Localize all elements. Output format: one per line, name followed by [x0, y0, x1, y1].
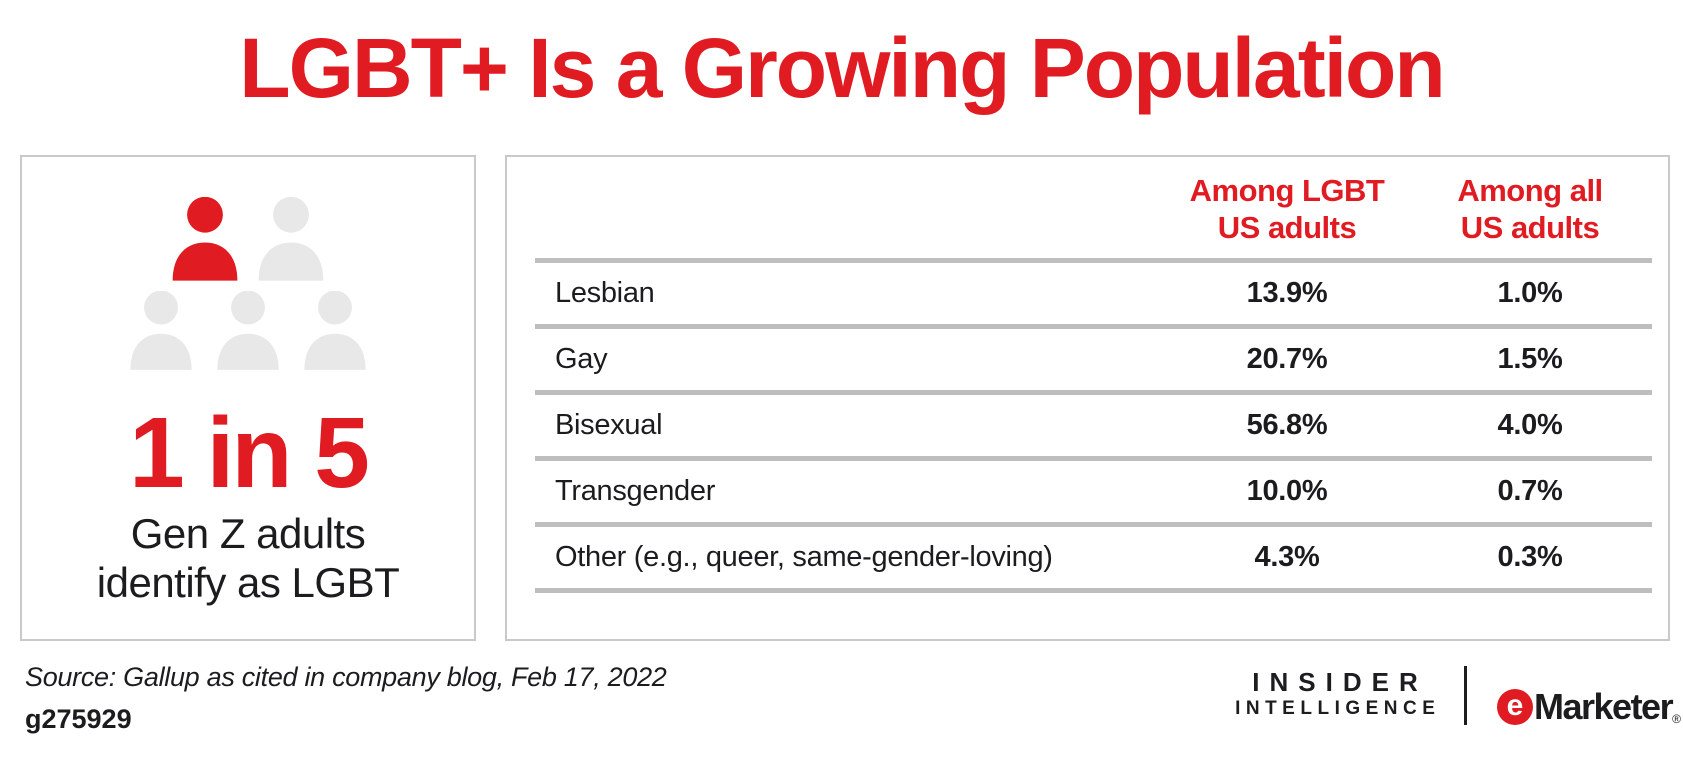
column-header-among-all: Among all US adults [1457, 173, 1603, 245]
people-icon-group [22, 197, 474, 370]
column-header-among-lgbt: Among LGBT US adults [1189, 173, 1385, 245]
row-value-among-lgbt: 4.3% [1254, 541, 1320, 573]
stat-panel: 1 in 5 Gen Z adults identify as LGBT [20, 155, 476, 641]
table-row: Lesbian 13.9% 1.0% [535, 263, 1652, 329]
table-row: Bisexual 56.8% 4.0% [535, 395, 1652, 461]
row-value-among-all: 4.0% [1497, 409, 1563, 441]
row-value-among-lgbt: 56.8% [1246, 409, 1328, 441]
page-title: LGBT+ Is a Growing Population [239, 21, 1445, 115]
stat-caption: Gen Z adults identify as LGBT [22, 509, 474, 607]
people-icon-row-bottom [22, 291, 474, 370]
person-icon-highlighted [168, 197, 242, 281]
emarketer-logo: e Marketer ® [1497, 686, 1681, 728]
stat-value: 1 in 5 [129, 397, 370, 509]
row-label: Lesbian [555, 277, 655, 309]
row-value-among-all: 0.7% [1497, 475, 1563, 507]
table-row: Gay 20.7% 1.5% [535, 329, 1652, 395]
row-value-among-lgbt: 20.7% [1246, 343, 1328, 375]
person-icon [300, 291, 370, 370]
data-table-panel: Among LGBT US adults Among all US adults… [505, 155, 1670, 641]
row-value-among-all: 1.5% [1497, 343, 1563, 375]
insider-logo-line2: INTELLIGENCE [1235, 698, 1441, 719]
stat-caption-line2: identify as LGBT [96, 559, 400, 606]
table-row: Transgender 10.0% 0.7% [535, 461, 1652, 527]
insider-intelligence-logo: INSIDER INTELLIGENCE [1226, 667, 1444, 721]
table-header-row: Among LGBT US adults Among all US adults [535, 157, 1652, 263]
emarketer-logo-text: Marketer [1534, 686, 1674, 727]
person-icon [254, 197, 328, 281]
row-label: Gay [555, 343, 608, 375]
emarketer-e-icon: e [1497, 689, 1533, 725]
person-icon [126, 291, 196, 370]
row-value-among-all: 1.0% [1497, 277, 1563, 309]
chart-id: g275929 [25, 704, 132, 734]
row-value-among-lgbt: 10.0% [1246, 475, 1328, 507]
row-label: Other (e.g., queer, same-gender-loving) [555, 541, 1053, 573]
source-note: Source: Gallup as cited in company blog,… [25, 662, 667, 692]
logo-divider [1464, 666, 1467, 725]
data-table: Among LGBT US adults Among all US adults… [535, 157, 1652, 639]
people-icon-row-top [22, 197, 474, 281]
stat-caption-line1: Gen Z adults [130, 510, 366, 557]
table-row: Other (e.g., queer, same-gender-loving) … [535, 527, 1652, 593]
person-icon [213, 291, 283, 370]
row-label: Bisexual [555, 409, 663, 441]
row-value-among-all: 0.3% [1497, 541, 1563, 573]
registered-trademark-icon: ® [1672, 712, 1681, 726]
insider-logo-line1: INSIDER [1252, 667, 1428, 697]
row-label: Transgender [555, 475, 716, 507]
row-value-among-lgbt: 13.9% [1246, 277, 1328, 309]
